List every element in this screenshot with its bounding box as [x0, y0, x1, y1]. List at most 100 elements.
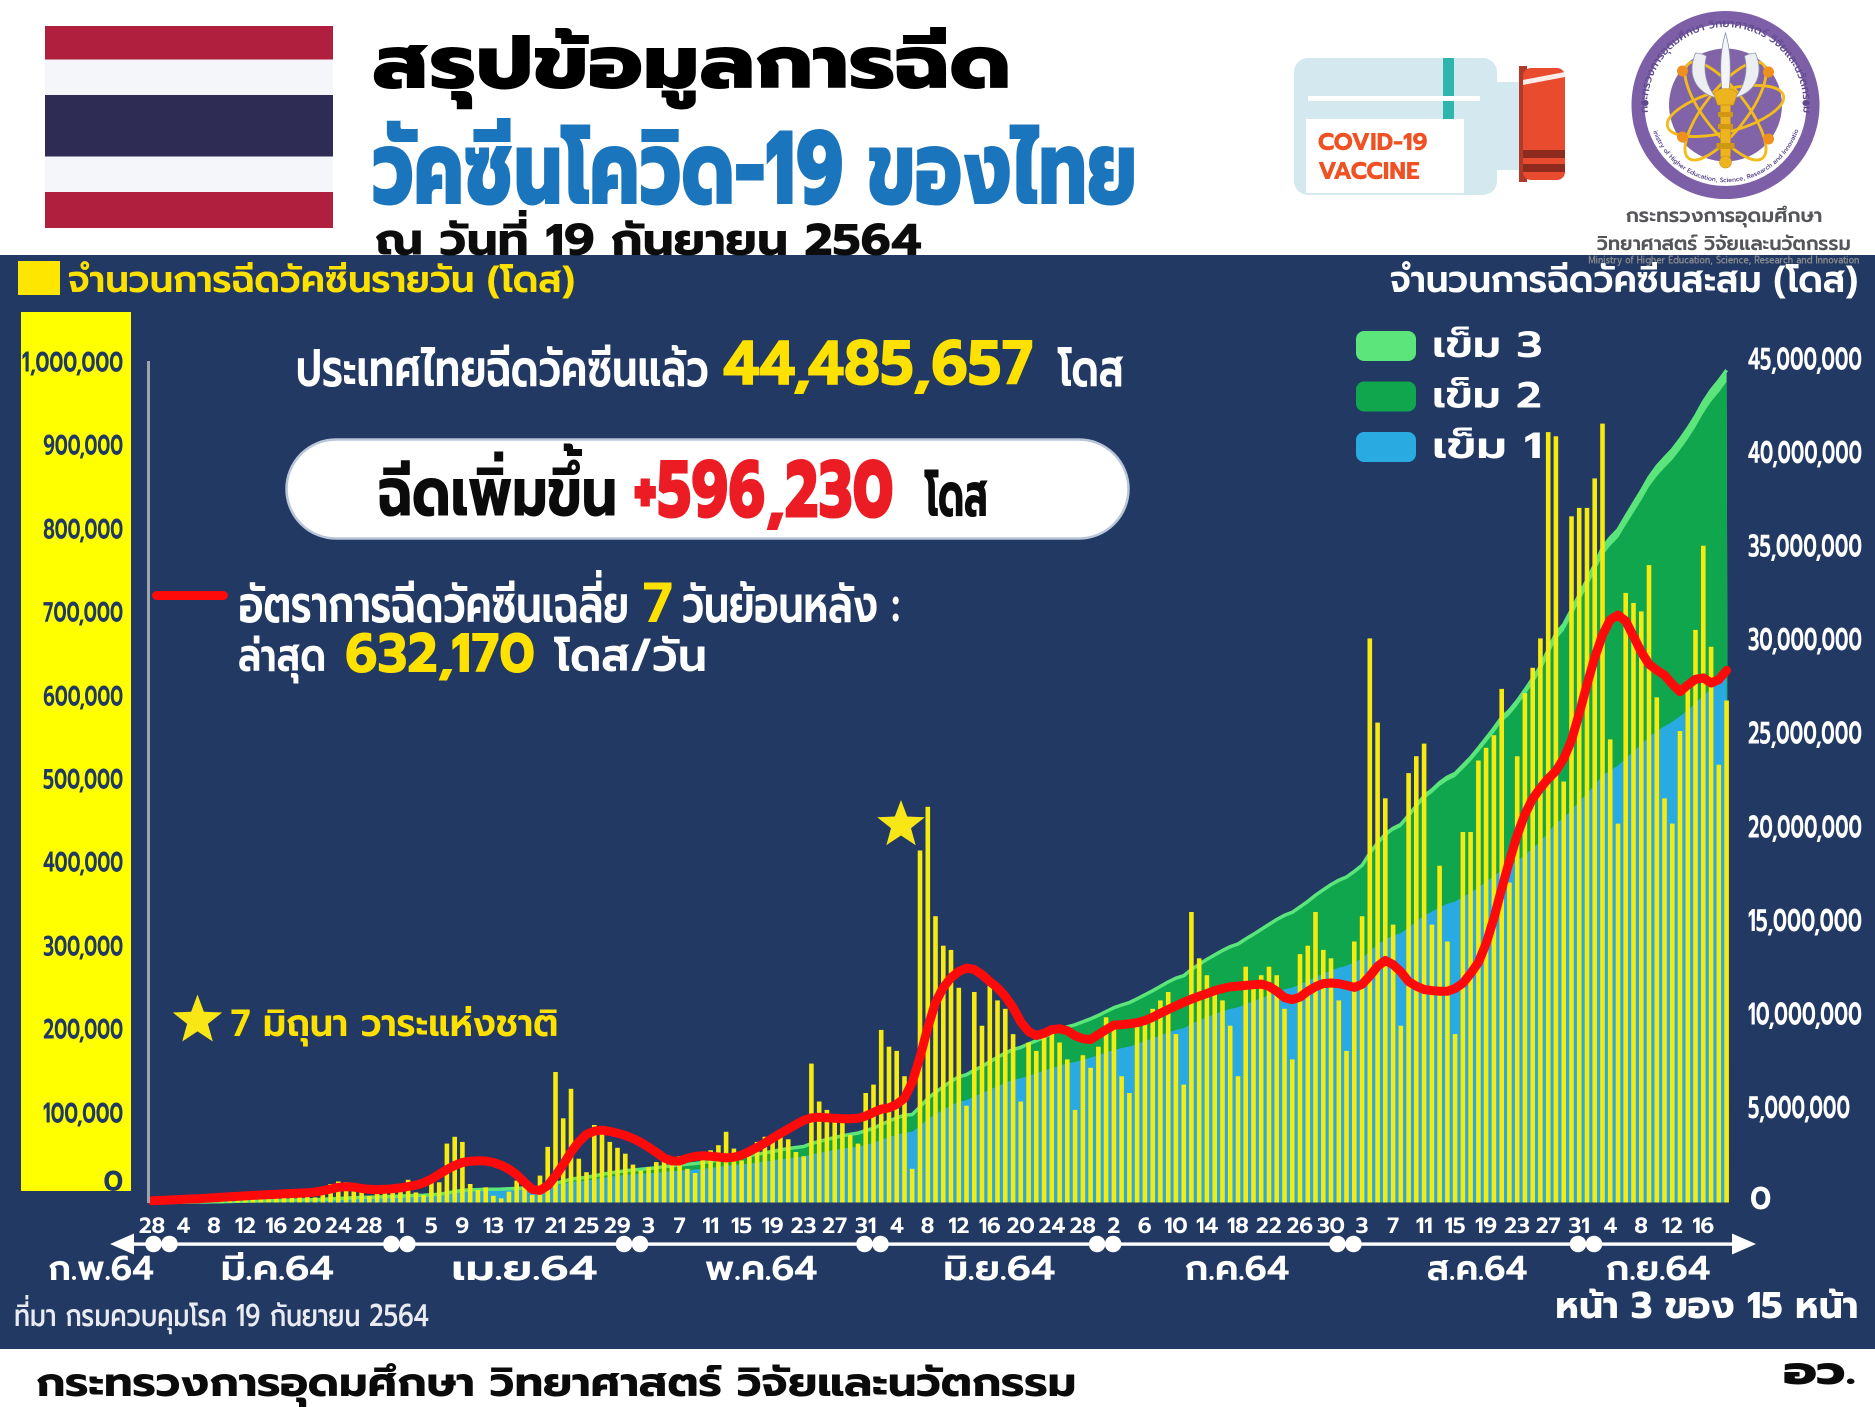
svg-text:27: 27: [1536, 1210, 1561, 1243]
svg-text:1,000,000: 1,000,000: [22, 342, 123, 385]
svg-text:วันย้อนหลัง :: วันย้อนหลัง :: [682, 566, 900, 644]
svg-text:โดส: โดส: [1057, 329, 1124, 408]
svg-text:16: 16: [979, 1210, 1001, 1243]
svg-text:23: 23: [1504, 1210, 1530, 1243]
svg-text:100,000: 100,000: [43, 1093, 123, 1136]
svg-text:โดส: โดส: [924, 449, 988, 543]
svg-text:25,000,000: 25,000,000: [1748, 711, 1862, 758]
svg-text:15,000,000: 15,000,000: [1748, 898, 1862, 945]
svg-text:19: 19: [762, 1210, 784, 1243]
svg-text:ฉีดเพิ่มขึ้น: ฉีดเพิ่มขึ้น: [378, 442, 617, 545]
svg-text:28: 28: [356, 1210, 382, 1243]
svg-text:23: 23: [791, 1210, 817, 1243]
svg-text:4: 4: [1603, 1210, 1617, 1243]
svg-text:8: 8: [1635, 1210, 1649, 1243]
svg-text:16: 16: [265, 1210, 287, 1243]
svg-text:25: 25: [574, 1210, 600, 1243]
svg-text:VACCINE: VACCINE: [1318, 154, 1420, 190]
svg-text:พ.ค.64: พ.ค.64: [705, 1244, 817, 1295]
svg-text:7 มิถุนา วาระแห่งชาติ: 7 มิถุนา วาระแห่งชาติ: [231, 996, 559, 1053]
svg-text:45,000,000: 45,000,000: [1748, 337, 1862, 384]
svg-text:Ministry of Higher Education,: Ministry of Higher Education, Science, R…: [1589, 252, 1860, 269]
svg-text:600,000: 600,000: [43, 676, 123, 719]
svg-text:ก.ย.64: ก.ย.64: [1606, 1244, 1710, 1295]
svg-text:กระทรวงการอุดมศึกษา: กระทรวงการอุดมศึกษา: [1626, 201, 1823, 231]
svg-text:12: 12: [1662, 1210, 1683, 1243]
svg-text:+596,230: +596,230: [634, 429, 894, 553]
svg-text:35,000,000: 35,000,000: [1748, 524, 1862, 571]
svg-text:21: 21: [545, 1210, 566, 1243]
svg-text:8: 8: [921, 1210, 935, 1243]
svg-text:1: 1: [396, 1210, 404, 1243]
svg-text:4: 4: [890, 1210, 904, 1243]
svg-text:7: 7: [674, 1210, 686, 1243]
svg-text:14: 14: [1196, 1210, 1218, 1243]
svg-text:หน้า 3 ของ 15 หน้า: หน้า 3 ของ 15 หน้า: [1556, 1278, 1858, 1334]
svg-text:เข็ม 3: เข็ม 3: [1432, 319, 1542, 373]
svg-text:6: 6: [1138, 1210, 1152, 1243]
svg-text:3: 3: [642, 1210, 655, 1243]
svg-text:โดส/วัน: โดส/วัน: [555, 622, 707, 691]
svg-text:4: 4: [176, 1210, 190, 1243]
svg-text:30,000,000: 30,000,000: [1748, 617, 1862, 664]
svg-text:ส.ค.64: ส.ค.64: [1427, 1244, 1527, 1295]
svg-text:400,000: 400,000: [43, 842, 123, 885]
svg-text:40,000,000: 40,000,000: [1748, 430, 1862, 477]
svg-text:800,000: 800,000: [43, 509, 123, 552]
svg-text:700,000: 700,000: [43, 592, 123, 635]
svg-text:ก.ค.64: ก.ค.64: [1185, 1244, 1289, 1295]
svg-text:28: 28: [139, 1210, 165, 1243]
svg-text:7: 7: [643, 561, 673, 646]
svg-text:12: 12: [235, 1210, 256, 1243]
svg-text:20: 20: [1007, 1210, 1035, 1243]
svg-text:5,000,000: 5,000,000: [1748, 1085, 1850, 1132]
svg-text:22: 22: [1256, 1210, 1282, 1243]
svg-text:15: 15: [731, 1210, 752, 1243]
svg-text:มิ.ย.64: มิ.ย.64: [943, 1244, 1055, 1295]
svg-text:7: 7: [1387, 1210, 1399, 1243]
svg-text:11: 11: [1416, 1210, 1433, 1243]
svg-text:24: 24: [1039, 1210, 1066, 1243]
svg-text:24: 24: [325, 1210, 352, 1243]
svg-text:0: 0: [103, 1161, 123, 1204]
svg-text:200,000: 200,000: [43, 1009, 123, 1052]
svg-text:10,000,000: 10,000,000: [1748, 991, 1862, 1038]
svg-text:11: 11: [702, 1210, 719, 1243]
svg-text:เข็ม 1: เข็ม 1: [1432, 420, 1542, 474]
svg-text:16: 16: [1692, 1210, 1714, 1243]
svg-text:27: 27: [822, 1210, 847, 1243]
svg-text:19: 19: [1475, 1210, 1497, 1243]
svg-text:จำนวนการฉีดวัคซีนรายวัน (โดส): จำนวนการฉีดวัคซีนรายวัน (โดส): [68, 251, 575, 308]
svg-text:632,170: 632,170: [345, 613, 535, 696]
svg-text:31: 31: [1569, 1210, 1590, 1243]
svg-text:20: 20: [293, 1210, 321, 1243]
svg-text:28: 28: [1070, 1210, 1096, 1243]
svg-text:ณ วันที่ 19 กันยายน 2564: ณ วันที่ 19 กันยายน 2564: [375, 206, 922, 274]
svg-text:12: 12: [948, 1210, 969, 1243]
svg-text:13: 13: [483, 1210, 504, 1243]
svg-text:อว.: อว.: [1783, 1344, 1855, 1401]
svg-text:ประเทศไทยฉีดวัคซีนแล้ว: ประเทศไทยฉีดวัคซีนแล้ว: [296, 329, 709, 408]
svg-text:500,000: 500,000: [43, 759, 123, 802]
svg-text:20,000,000: 20,000,000: [1748, 804, 1862, 851]
svg-text:วิทยาศาสตร์ วิจัยและนวัตกรรม: วิทยาศาสตร์ วิจัยและนวัตกรรม: [1597, 229, 1851, 259]
svg-text:31: 31: [855, 1210, 876, 1243]
svg-text:ก.พ.64: ก.พ.64: [49, 1244, 154, 1295]
svg-text:300,000: 300,000: [43, 926, 123, 969]
svg-text:0: 0: [1750, 1176, 1771, 1223]
svg-text:8: 8: [207, 1210, 221, 1243]
svg-text:2: 2: [1107, 1210, 1120, 1243]
svg-text:ที่มา กรมควบคุมโรค 19 กันยายน: ที่มา กรมควบคุมโรค 19 กันยายน 2564: [14, 1293, 429, 1340]
svg-text:900,000: 900,000: [43, 425, 123, 468]
svg-text:3: 3: [1356, 1210, 1369, 1243]
svg-text:29: 29: [604, 1210, 631, 1243]
svg-text:18: 18: [1227, 1210, 1249, 1243]
svg-text:17: 17: [514, 1210, 534, 1243]
svg-text:5: 5: [425, 1210, 438, 1243]
svg-text:กระทรวงการอุดมศึกษา วิทยาศาสตร: กระทรวงการอุดมศึกษา วิทยาศาสตร์ วิจัยและ…: [36, 1352, 1076, 1407]
svg-text:สรุปข้อมูลการฉีด: สรุปข้อมูลการฉีด: [372, 8, 1011, 120]
svg-text:COVID-19: COVID-19: [1318, 125, 1428, 161]
svg-text:เม.ย.64: เม.ย.64: [451, 1244, 597, 1295]
svg-text:ล่าสุด: ล่าสุด: [238, 622, 326, 691]
svg-text:15: 15: [1445, 1210, 1466, 1243]
